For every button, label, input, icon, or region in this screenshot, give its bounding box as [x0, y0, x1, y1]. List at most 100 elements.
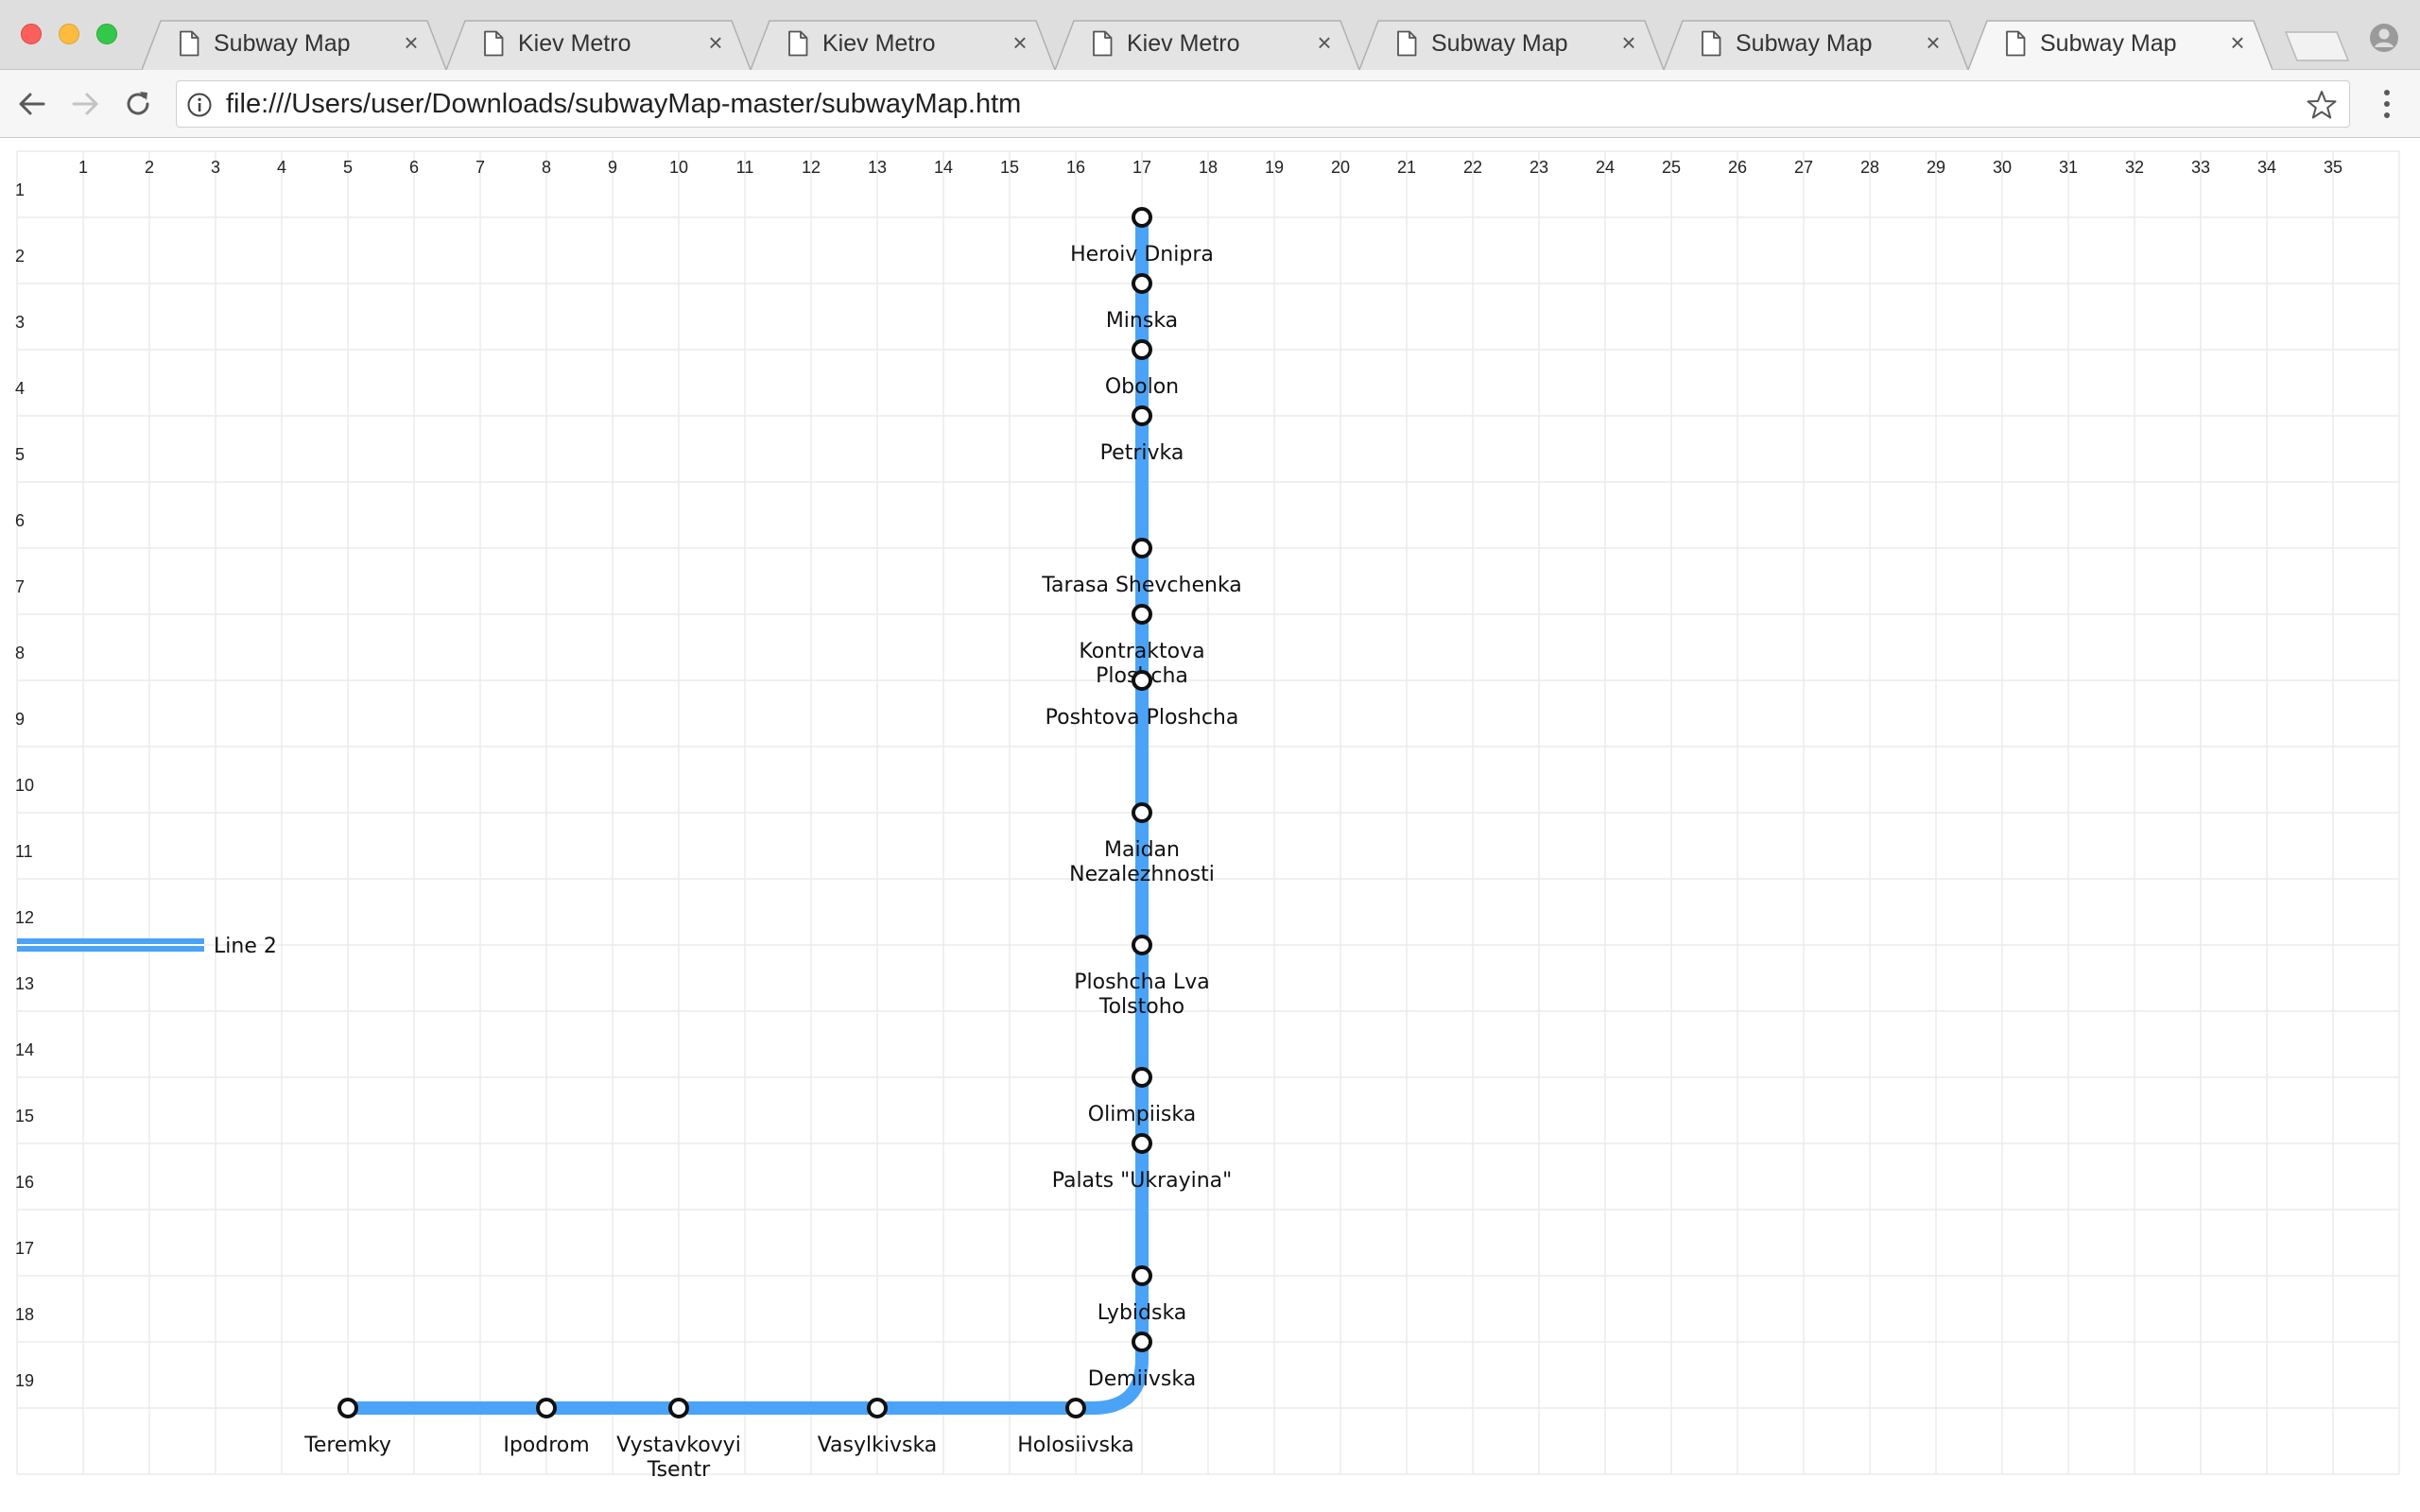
station-label: Minska — [1106, 309, 1178, 333]
grid — [16, 150, 2400, 1475]
station-label: Maidan Nezalezhnosti — [1069, 838, 1215, 886]
bookmark-star-icon[interactable] — [2306, 89, 2338, 121]
station-label-line: Palats "Ukrayina" — [1052, 1169, 1233, 1193]
station: Tarasa Shevchenka — [1041, 538, 1242, 597]
url-text: file:///Users/user/Downloads/subwayMap-m… — [226, 89, 1022, 119]
window-minimize-button[interactable] — [59, 24, 79, 44]
row-label: 10 — [15, 776, 34, 795]
station-label-line: Tolstoho — [1098, 995, 1184, 1019]
tab-close-icon[interactable]: × — [1621, 28, 1636, 57]
station: Maidan Nezalezhnosti — [1069, 802, 1215, 886]
tab-close-icon[interactable]: × — [708, 28, 723, 57]
station-label: Petrivka — [1100, 441, 1184, 465]
tab-background — [446, 20, 751, 70]
tab[interactable]: Kiev Metro × — [751, 19, 1055, 70]
station-marker — [1132, 1265, 1152, 1286]
station-marker — [337, 1398, 358, 1418]
station-label: Olimpiiska — [1088, 1103, 1196, 1126]
station-label-line: Demiivska — [1088, 1367, 1196, 1391]
tab-close-icon[interactable]: × — [1012, 28, 1028, 57]
column-label: 33 — [2191, 158, 2210, 177]
column-label: 15 — [1000, 158, 1019, 177]
column-label: 26 — [1728, 158, 1747, 177]
tab-background — [1055, 20, 1359, 70]
column-label: 23 — [1530, 158, 1548, 177]
station-label-line: Heroiv Dnipra — [1070, 243, 1214, 266]
station-marker — [1132, 1133, 1152, 1154]
station-marker — [1065, 1398, 1086, 1418]
station-label-line: Teremky — [303, 1434, 391, 1457]
station-label: Demiivska — [1088, 1367, 1196, 1391]
row-label: 14 — [15, 1040, 34, 1059]
column-label: 34 — [2257, 158, 2276, 177]
tab-background — [751, 20, 1055, 70]
page-icon — [1093, 30, 1113, 57]
forward-icon[interactable] — [68, 87, 102, 121]
station: KontraktovaPloshcha — [1079, 604, 1205, 688]
subway-map-svg: 1 2 3 4 5 6 7 8 9 10 11 12 13 14 15 16 17 18 19 20 21 22 23 24 2… — [15, 150, 2400, 1482]
station-marker — [1132, 802, 1152, 823]
station-label: Teremky — [303, 1434, 391, 1457]
station-marker — [1132, 604, 1152, 625]
station: Poshtova Ploshcha — [1046, 670, 1238, 730]
station: Vystavkovyi Tsentr — [616, 1398, 741, 1482]
row-label: 3 — [15, 313, 25, 332]
station-marker — [536, 1398, 557, 1418]
legend: Line 2 — [17, 935, 277, 958]
station-label-line: Vystavkovyi — [616, 1434, 741, 1457]
tab[interactable]: Subway Map × — [1968, 19, 2273, 70]
row-label: 18 — [15, 1305, 34, 1324]
station-marker — [1132, 935, 1152, 955]
station-label-line: Ploshcha Lva — [1074, 971, 1210, 994]
station: Vasylkivska — [818, 1398, 938, 1457]
row-label: 7 — [15, 577, 25, 596]
station-marker — [1132, 1067, 1152, 1088]
station-label: Ipodrom — [503, 1434, 589, 1457]
tab[interactable]: Subway Map × — [1664, 19, 1968, 70]
profile-icon[interactable] — [2369, 23, 2399, 53]
station-label-line: Obolon — [1105, 375, 1179, 399]
tab-strip: Subway Map × Kiev Metro × Kiev Metro × Kiev Me… — [0, 0, 2420, 70]
tab-close-icon[interactable]: × — [1926, 28, 1941, 57]
column-label: 11 — [736, 158, 754, 177]
station-marker — [1132, 405, 1152, 426]
column-label: 1 — [78, 158, 88, 177]
new-tab-button[interactable] — [2284, 30, 2350, 62]
station-marker — [1132, 670, 1152, 691]
tab-close-icon[interactable]: × — [1317, 28, 1332, 57]
tab-close-icon[interactable]: × — [404, 28, 419, 57]
tab[interactable]: Kiev Metro × — [446, 19, 751, 70]
back-icon[interactable] — [15, 87, 49, 121]
tab-background — [142, 20, 446, 70]
station-marker — [867, 1398, 888, 1418]
reload-icon[interactable] — [121, 87, 155, 121]
row-label: 11 — [15, 842, 33, 861]
station: Ipodrom — [503, 1398, 590, 1457]
column-label: 12 — [802, 158, 821, 177]
station-label: KontraktovaPloshcha — [1079, 640, 1204, 688]
column-label: 24 — [1596, 158, 1615, 177]
station: Heroiv Dnipra — [1070, 207, 1214, 266]
station-label: Lybidska — [1098, 1301, 1187, 1325]
row-label: 9 — [15, 710, 25, 729]
page-icon — [788, 30, 808, 57]
column-label: 20 — [1331, 158, 1350, 177]
tab[interactable]: Subway Map × — [1359, 19, 1664, 70]
station-marker — [668, 1398, 689, 1418]
tab[interactable]: Subway Map × — [142, 19, 446, 70]
column-label: 25 — [1662, 158, 1681, 177]
station: Demiivska — [1088, 1332, 1196, 1391]
address-bar[interactable]: file:///Users/user/Downloads/subwayMap-m… — [176, 80, 2350, 128]
tab[interactable]: Kiev Metro × — [1055, 19, 1359, 70]
station-label: Ploshcha Lva Tolstoho — [1074, 971, 1210, 1019]
tab-close-icon[interactable]: × — [2230, 28, 2245, 57]
window-close-button[interactable] — [21, 24, 42, 44]
info-icon[interactable] — [186, 92, 213, 118]
row-label: 5 — [15, 445, 25, 464]
tab-background — [1968, 20, 2273, 70]
station-label: Vasylkivska — [818, 1434, 938, 1457]
station-marker — [1132, 273, 1152, 294]
kebab-menu-icon[interactable] — [2373, 87, 2401, 121]
station: Holosiivska — [1017, 1398, 1134, 1457]
window-maximize-button[interactable] — [96, 24, 117, 44]
